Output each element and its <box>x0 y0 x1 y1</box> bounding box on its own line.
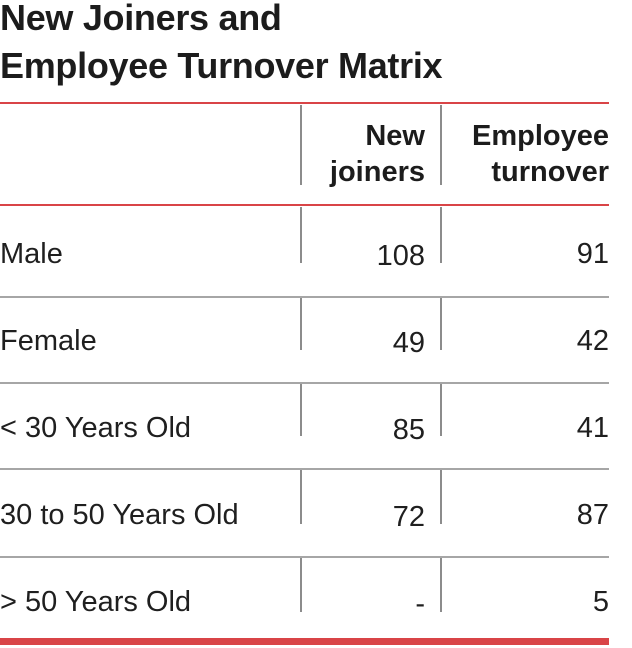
employee-turnover-value: 41 <box>576 412 609 444</box>
header-divider-1 <box>300 105 302 185</box>
column-header-employee-turnover: Employee turnover <box>445 118 609 190</box>
column-header-employee-turnover-line-1: Employee <box>472 120 609 152</box>
column-header-new-joiners-line-1: New <box>365 120 425 152</box>
row-divider-2 <box>440 470 442 524</box>
row-separator <box>0 556 609 558</box>
row-divider-1 <box>300 207 302 263</box>
row-divider-1 <box>300 470 302 524</box>
title-line-1: New Joiners and <box>0 0 282 38</box>
row-divider-1 <box>300 384 302 436</box>
new-joiners-value: 49 <box>392 327 425 359</box>
column-header-new-joiners-line-2: joiners <box>329 156 425 188</box>
table-bottom-rule <box>0 638 609 645</box>
row-divider-1 <box>300 298 302 350</box>
row-divider-1 <box>300 558 302 612</box>
header-bottom-rule <box>0 204 609 206</box>
column-header-new-joiners: New joiners <box>305 118 425 190</box>
row-divider-2 <box>440 384 442 436</box>
row-divider-2 <box>440 558 442 612</box>
row-divider-2 <box>440 207 442 263</box>
new-joiners-value: 85 <box>392 414 425 446</box>
row-label: 30 to 50 Years Old <box>0 499 239 531</box>
header-divider-2 <box>440 105 442 185</box>
employee-turnover-value: 5 <box>592 586 609 618</box>
row-label: > 50 Years Old <box>0 586 192 618</box>
new-joiners-value: - <box>415 588 425 620</box>
row-separator <box>0 382 609 384</box>
new-joiners-value: 108 <box>376 240 425 272</box>
header-top-rule <box>0 102 609 104</box>
employee-turnover-value: 42 <box>576 325 609 357</box>
employee-turnover-value: 87 <box>576 499 609 531</box>
page-title: New Joiners and Employee Turnover Matrix <box>0 0 632 90</box>
new-joiners-value: 72 <box>392 501 425 533</box>
title-line-2: Employee Turnover Matrix <box>0 45 443 86</box>
row-separator <box>0 468 609 470</box>
row-label: < 30 Years Old <box>0 412 192 444</box>
column-header-employee-turnover-line-2: turnover <box>491 156 609 188</box>
employee-turnover-value: 91 <box>576 238 609 270</box>
row-label: Female <box>0 325 97 357</box>
row-separator <box>0 296 609 298</box>
row-divider-2 <box>440 298 442 350</box>
row-label: Male <box>0 238 63 270</box>
